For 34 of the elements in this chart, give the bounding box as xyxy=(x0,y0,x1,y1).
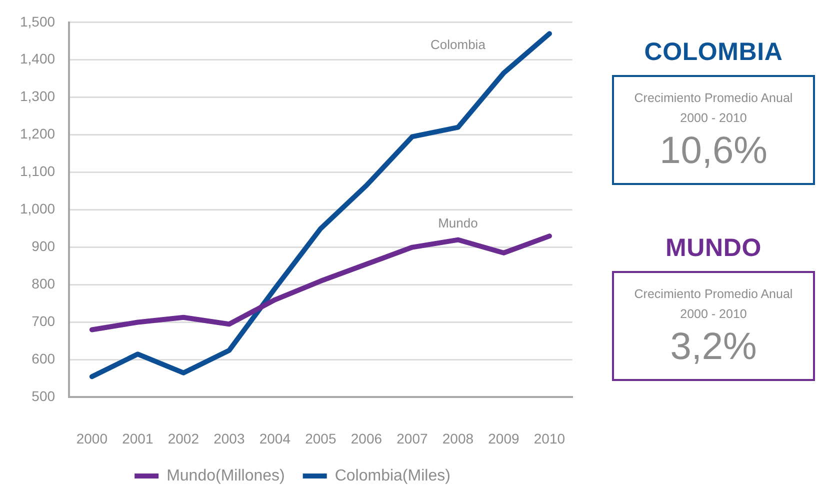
x-tick-label: 2004 xyxy=(259,430,291,446)
y-tick-label: 1,100 xyxy=(20,163,56,180)
text: 2000 - 2010 xyxy=(679,306,748,323)
text: 3,2% xyxy=(669,325,758,370)
annotation: Mundo xyxy=(438,216,478,231)
text: COLOMBIA xyxy=(643,37,784,68)
y-tick-label: 1,000 xyxy=(20,200,56,217)
y-tick-label: 600 xyxy=(32,350,56,367)
x-tick-label: 2006 xyxy=(350,430,382,446)
y-tick-label: 1,300 xyxy=(20,88,56,104)
text: MUNDO xyxy=(664,233,762,264)
x-tick-label: 2010 xyxy=(534,430,566,446)
x-tick-label: 2002 xyxy=(168,430,200,446)
legend-label: Colombia(Miles) xyxy=(334,467,450,484)
x-tick-label: 2009 xyxy=(488,430,520,446)
x-tick-label: 2008 xyxy=(442,430,474,446)
y-tick-label: 500 xyxy=(32,388,56,404)
x-tick-label: 2001 xyxy=(122,430,154,446)
x-tick-label: 2003 xyxy=(214,430,245,446)
text: 10,6% xyxy=(658,129,768,174)
y-tick-label: 800 xyxy=(32,276,56,292)
x-tick-label: 2000 xyxy=(76,430,108,446)
x-tick-label: 2005 xyxy=(305,430,336,446)
y-tick-label: 1,400 xyxy=(20,50,56,67)
y-tick-label: 1,500 xyxy=(20,13,56,30)
y-tick-label: 1,200 xyxy=(20,126,56,142)
y-tick-label: 700 xyxy=(32,313,56,330)
x-tick-label: 2007 xyxy=(396,430,428,446)
y-tick-label: 900 xyxy=(32,238,56,254)
text: Crecimiento Promedio Anual xyxy=(633,286,794,303)
text: 2000 - 2010 xyxy=(679,110,748,127)
legend-label: Mundo(Millones) xyxy=(166,467,285,484)
annotation: Colombia xyxy=(430,37,486,52)
text: Crecimiento Promedio Anual xyxy=(633,90,794,107)
